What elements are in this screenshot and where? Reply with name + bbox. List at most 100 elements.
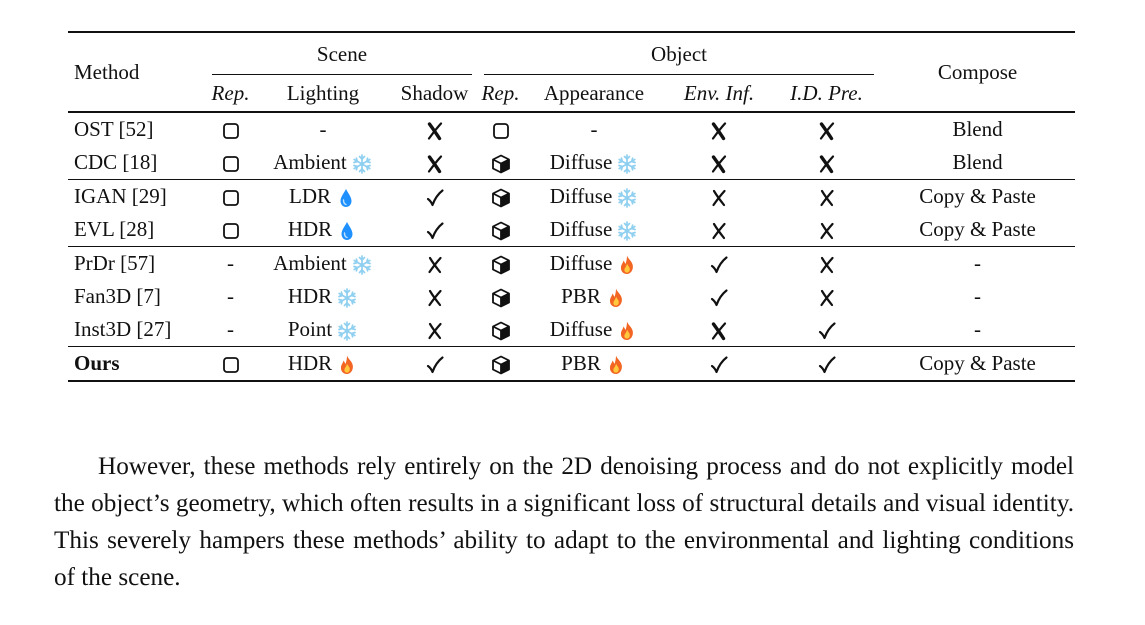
id-pre-check-icon: [816, 351, 838, 375]
env-inf-x-icon: [708, 217, 730, 241]
object-rep-cube-icon: [490, 317, 512, 341]
cell-appearance: Diffuse: [523, 313, 665, 347]
id-pre-heavy-x-icon: [816, 150, 838, 174]
cell-env-inf: [665, 179, 773, 213]
scene-rep-dash: -: [227, 251, 234, 275]
cell-appearance: PBR: [523, 346, 665, 382]
object-rep-square-icon: [490, 117, 512, 141]
appearance-snowflake-icon: [616, 217, 638, 242]
cell-compose: Copy & Paste: [880, 346, 1076, 382]
cell-method: PrDr [57]: [68, 246, 206, 280]
table-row: Inst3D [27] - Point Diffuse -: [68, 313, 1075, 347]
cell-appearance: Diffuse: [523, 146, 665, 180]
cell-lighting: Ambient: [255, 146, 391, 180]
lighting-text: HDR: [287, 217, 333, 241]
cell-scene-rep: -: [206, 280, 255, 313]
lighting-droplet-icon: [335, 184, 357, 209]
header-compose: Compose: [880, 31, 1076, 112]
table-row: OST [52] - - Blend: [68, 112, 1075, 146]
cell-id-pre: [773, 213, 880, 247]
cell-appearance: Diffuse: [523, 179, 665, 213]
table-row: Fan3D [7] - HDR PBR -: [68, 280, 1075, 313]
id-pre-x-icon: [816, 217, 838, 241]
cell-env-inf: [665, 146, 773, 180]
cell-shadow: [391, 246, 478, 280]
cell-object-rep: [478, 179, 523, 213]
cell-scene-rep: [206, 346, 255, 382]
cell-object-rep: [478, 313, 523, 347]
cell-compose: Blend: [952, 117, 1003, 141]
object-rep-cube-icon: [490, 284, 512, 308]
lighting-text: HDR: [287, 284, 333, 308]
scene-rep-square-icon: [220, 117, 242, 141]
cell-shadow: [391, 146, 478, 180]
shadow-heavy-x-icon: [424, 150, 446, 174]
appearance-fire-icon: [605, 284, 627, 309]
env-inf-check-icon: [708, 251, 730, 275]
cell-compose: -: [880, 246, 1076, 280]
shadow-heavy-x-icon: [424, 117, 446, 141]
table-row: PrDr [57] - Ambient Diffuse -: [68, 246, 1076, 280]
shadow-x-icon: [424, 251, 446, 275]
cell-id-pre: [773, 146, 880, 180]
appearance-fire-icon: [616, 251, 638, 276]
object-rep-cube-icon: [490, 184, 512, 208]
header-env-inf: Env. Inf.: [665, 75, 773, 113]
id-pre-x-icon: [816, 284, 838, 308]
header-object-rep: Rep.: [478, 75, 523, 113]
cell-scene-rep: [206, 146, 255, 180]
cell-scene-rep: [206, 112, 255, 146]
cell-method: EVL [28]: [74, 217, 155, 241]
cell-lighting: -: [319, 117, 327, 141]
cell-lighting: LDR: [255, 179, 391, 213]
object-rep-cube-icon: [490, 351, 512, 375]
cell-lighting: Ambient: [255, 246, 391, 280]
cell-shadow: [391, 346, 478, 382]
cell-appearance: -: [590, 117, 598, 141]
table-row: Ours HDR PBR Copy & Paste: [68, 346, 1076, 382]
scene-underline: [212, 74, 472, 75]
appearance-snowflake-icon: [616, 184, 638, 209]
header-scene: Scene: [206, 31, 478, 75]
lighting-text: Ambient: [273, 251, 347, 275]
env-inf-check-icon: [708, 284, 730, 308]
id-pre-heavy-x-icon: [816, 117, 838, 141]
lighting-droplet-icon: [336, 217, 358, 242]
appearance-text: Diffuse: [549, 251, 613, 275]
lighting-snowflake-icon: [336, 284, 358, 309]
scene-rep-square-icon: [220, 150, 242, 174]
cell-appearance: Diffuse: [523, 246, 665, 280]
table-row: EVL [28] HDR Diffuse Copy & Paste: [68, 213, 1075, 247]
cell-method: Inst3D [27]: [74, 317, 172, 341]
cell-shadow: [391, 313, 478, 347]
cell-env-inf: [665, 246, 773, 280]
cell-env-inf: [665, 280, 773, 313]
table-body: OST [52] - - Blend CDC [18] Ambient Diffuse Ble…: [68, 112, 1076, 382]
appearance-text: Diffuse: [549, 317, 613, 341]
cell-scene-rep: -: [206, 246, 255, 280]
shadow-check-icon: [424, 184, 446, 208]
lighting-text: Ambient: [273, 150, 347, 174]
cell-lighting: HDR: [255, 213, 391, 247]
shadow-check-icon: [424, 217, 446, 241]
scene-rep-dash: -: [227, 317, 234, 341]
object-rep-cube-icon: [490, 251, 512, 275]
lighting-snowflake-icon: [351, 251, 373, 276]
scene-rep-dash: -: [227, 284, 234, 308]
appearance-snowflake-icon: [616, 150, 638, 175]
lighting-fire-icon: [336, 351, 358, 376]
cell-lighting: HDR: [255, 346, 391, 382]
table-row: IGAN [29] LDR Diffuse Copy & Paste: [68, 179, 1076, 213]
appearance-text: PBR: [561, 351, 601, 375]
cell-compose: Copy & Paste: [880, 179, 1076, 213]
env-inf-heavy-x-icon: [708, 317, 730, 341]
cell-object-rep: [478, 280, 523, 313]
scene-rep-square-icon: [220, 217, 242, 241]
cell-id-pre: [773, 112, 880, 146]
body-paragraph: However, these methods rely entirely on …: [54, 453, 1074, 591]
shadow-x-icon: [424, 284, 446, 308]
cell-id-pre: [773, 246, 881, 280]
cell-lighting: Point: [255, 313, 391, 347]
appearance-fire-icon: [605, 351, 627, 376]
lighting-text: HDR: [287, 351, 333, 375]
